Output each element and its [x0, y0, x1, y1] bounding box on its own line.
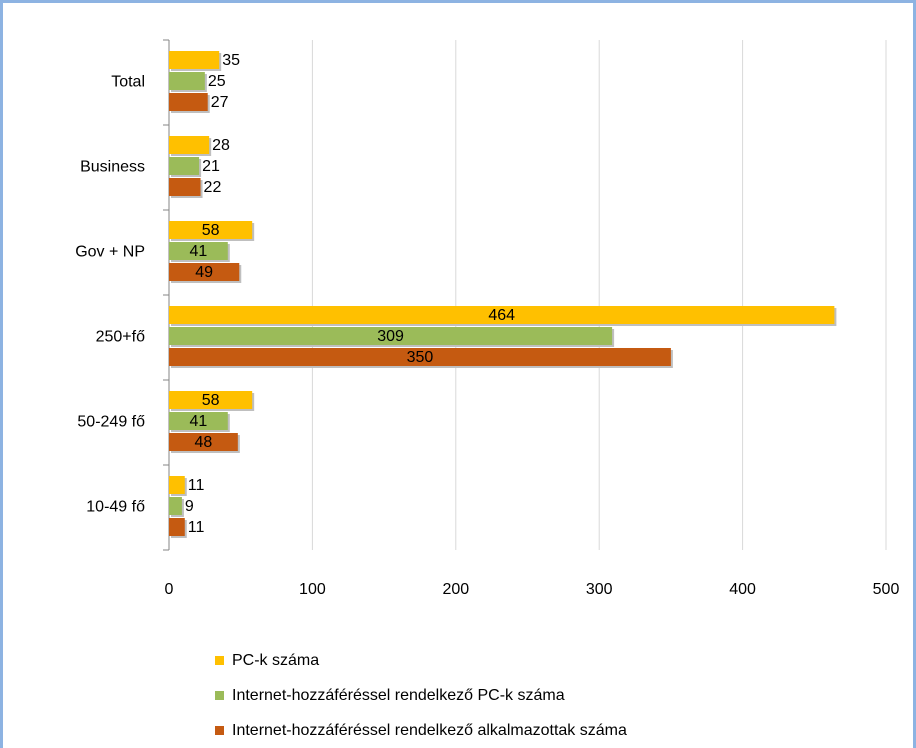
data-label: 309 — [377, 328, 404, 345]
legend-swatch — [215, 726, 224, 735]
data-label: 48 — [195, 434, 213, 451]
y-tick-label: Business — [80, 159, 145, 176]
bar — [169, 242, 228, 260]
y-tick-label: 250+fő — [96, 329, 145, 346]
bar — [169, 157, 200, 175]
bar — [169, 178, 201, 196]
y-tick-label: Total — [111, 74, 145, 91]
x-tick-label: 300 — [586, 581, 613, 598]
data-label: 350 — [407, 349, 434, 366]
bar — [169, 391, 253, 409]
bar — [169, 72, 205, 90]
legend-label: PC-k száma — [232, 652, 319, 669]
x-tick-label: 200 — [442, 581, 469, 598]
bar — [169, 412, 228, 430]
data-label: 27 — [211, 94, 229, 111]
bar — [169, 306, 835, 324]
y-tick-label: 50-249 fő — [77, 414, 145, 431]
x-tick-label: 500 — [873, 581, 900, 598]
bar — [169, 93, 208, 111]
data-label: 21 — [202, 158, 220, 175]
bar — [169, 518, 185, 536]
legend-swatch — [215, 691, 224, 700]
x-tick-label: 400 — [729, 581, 756, 598]
data-label: 28 — [212, 137, 230, 154]
x-tick-label: 0 — [165, 581, 174, 598]
y-tick-label: 10-49 fő — [86, 499, 145, 516]
data-label: 464 — [488, 307, 515, 324]
data-label: 9 — [185, 498, 194, 515]
data-label: 11 — [188, 477, 205, 494]
legend-label: Internet-hozzáféréssel rendelkező PC-k s… — [232, 687, 565, 704]
bar — [169, 221, 253, 239]
bar — [169, 327, 613, 345]
data-label: 49 — [195, 264, 213, 281]
legend-label: Internet-hozzáféréssel rendelkező alkalm… — [232, 722, 627, 739]
bar — [169, 263, 240, 281]
x-tick-label: 100 — [299, 581, 326, 598]
data-label: 35 — [222, 52, 240, 69]
data-label: 58 — [202, 392, 220, 409]
legend-swatch — [215, 656, 224, 665]
bar — [169, 51, 220, 69]
bar — [169, 476, 185, 494]
data-label: 58 — [202, 222, 220, 239]
data-label: 41 — [189, 243, 207, 260]
bar — [169, 136, 210, 154]
data-label: 11 — [188, 519, 205, 536]
y-tick-label: Gov + NP — [75, 244, 145, 261]
data-label: 25 — [208, 73, 226, 90]
bar — [169, 348, 671, 366]
data-label: 22 — [204, 179, 222, 196]
bar — [169, 497, 182, 515]
bar — [169, 433, 238, 451]
data-label: 41 — [189, 413, 207, 430]
